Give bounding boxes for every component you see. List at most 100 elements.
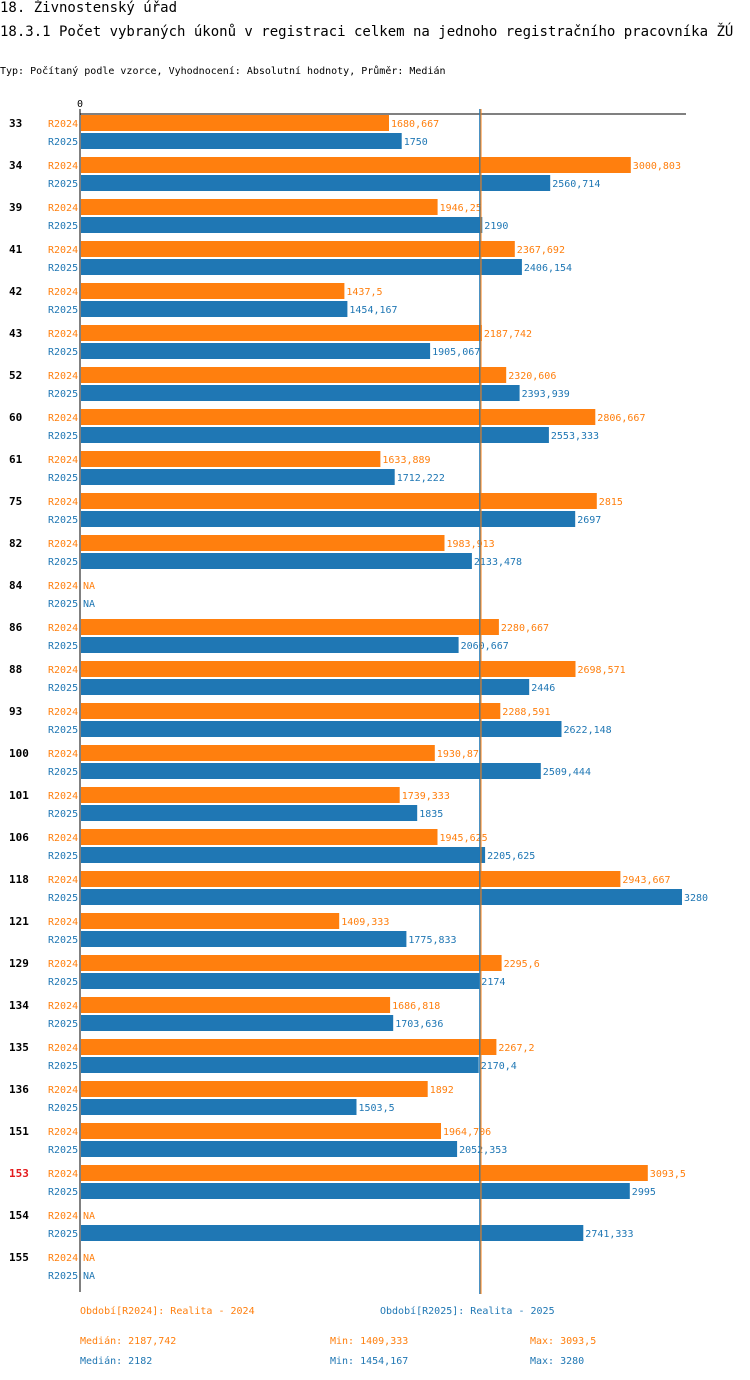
bar: [81, 259, 522, 275]
min-2024: Min: 1409,333: [330, 1336, 409, 1347]
category-label: 101: [9, 789, 29, 802]
series-label: R2025: [48, 977, 78, 988]
bar: [81, 1099, 357, 1115]
bar: [81, 1057, 479, 1073]
value-label: 2509,444: [543, 767, 591, 778]
series-label: R2024: [48, 1127, 78, 1138]
max-2024: Max: 3093,5: [530, 1336, 597, 1347]
bar: [81, 217, 483, 233]
bar: [81, 763, 541, 779]
bar: [81, 115, 389, 131]
chart-subtitle: 18.3.1 Počet vybraných úkonů v registrac…: [0, 24, 734, 40]
value-label: 1503,5: [359, 1103, 395, 1114]
bar: [81, 1039, 497, 1055]
series-label: R2025: [48, 599, 78, 610]
value-label: 2288,591: [502, 707, 550, 718]
bar: [81, 679, 530, 695]
value-label: 1409,333: [341, 917, 389, 928]
bar: [81, 469, 395, 485]
legend-period-2024: Období[R2024]: Realita - 2024: [80, 1306, 255, 1317]
bar: [81, 241, 515, 257]
bar: [81, 1015, 394, 1031]
bar: [81, 1183, 630, 1199]
value-label: 1964,706: [443, 1127, 491, 1138]
bar: [81, 199, 438, 215]
value-label: 1739,333: [402, 791, 450, 802]
series-label: R2025: [48, 221, 78, 232]
value-label: 2267,2: [498, 1043, 534, 1054]
value-label: 2133,478: [474, 557, 522, 568]
bar: [81, 1141, 458, 1157]
value-label: 2622,148: [564, 725, 612, 736]
bar: [81, 703, 501, 719]
value-label: NA: [83, 581, 95, 592]
value-label: 2280,667: [501, 623, 549, 634]
bar: [81, 955, 502, 971]
bar-chart: 0 33 R2024 1680,667 R2025 1750 34 R2024 3000,80…: [9, 99, 708, 1294]
category-label: 84: [9, 579, 23, 592]
value-label: 1946,25: [440, 203, 482, 214]
series-label: R2024: [48, 329, 78, 340]
series-label: R2024: [48, 1043, 78, 1054]
bar: [81, 301, 348, 317]
series-label: R2024: [48, 707, 78, 718]
value-label: 2806,667: [597, 413, 645, 424]
series-label: R2025: [48, 935, 78, 946]
series-label: R2024: [48, 539, 78, 550]
series-label: R2024: [48, 749, 78, 760]
bar: [81, 367, 507, 383]
value-label: 3093,5: [650, 1169, 686, 1180]
series-label: R2025: [48, 809, 78, 820]
value-label: 2560,714: [552, 179, 600, 190]
value-label: NA: [83, 1271, 95, 1282]
series-label: R2024: [48, 1253, 78, 1264]
category-label: 118: [9, 873, 29, 886]
category-label: 33: [9, 117, 22, 130]
bar: [81, 1165, 648, 1181]
series-label: R2024: [48, 875, 78, 886]
category-label: 75: [9, 495, 22, 508]
value-label: 3280: [684, 893, 708, 904]
series-label: R2025: [48, 431, 78, 442]
bar: [81, 325, 482, 341]
value-label: 2187,742: [484, 329, 532, 340]
bar: [81, 133, 402, 149]
series-label: R2024: [48, 1211, 78, 1222]
value-label: 1703,636: [395, 1019, 443, 1030]
category-label: 43: [9, 327, 22, 340]
bar: [81, 1225, 584, 1241]
series-label: R2024: [48, 959, 78, 970]
value-label: 1712,222: [397, 473, 445, 484]
category-label: 129: [9, 957, 29, 970]
min-2025: Min: 1454,167: [330, 1356, 409, 1367]
series-label: R2025: [48, 725, 78, 736]
category-label: 136: [9, 1083, 29, 1096]
page-title: 18. Živnostenský úřad: [0, 0, 178, 16]
value-label: 1930,87: [437, 749, 479, 760]
value-label: 1633,889: [382, 455, 430, 466]
value-label: NA: [83, 1253, 95, 1264]
category-label: 121: [9, 915, 29, 928]
category-label: 52: [9, 369, 22, 382]
category-label: 82: [9, 537, 22, 550]
axis-zero-label: 0: [77, 99, 83, 110]
value-label: 2060,667: [461, 641, 509, 652]
value-label: 1750: [404, 137, 428, 148]
series-label: R2025: [48, 389, 78, 400]
series-label: R2024: [48, 455, 78, 466]
value-label: 2295,6: [504, 959, 540, 970]
chart-meta: Typ: Počítaný podle vzorce, Vyhodnocení:…: [0, 66, 446, 77]
bar: [81, 343, 431, 359]
value-label: 3000,803: [633, 161, 681, 172]
series-label: R2025: [48, 137, 78, 148]
bar: [81, 721, 562, 737]
median-2024: Medián: 2187,742: [80, 1336, 177, 1347]
category-label: 100: [9, 747, 29, 760]
value-label: 1983,913: [447, 539, 495, 550]
category-label: 155: [9, 1251, 29, 1264]
bar: [81, 385, 520, 401]
bar: [81, 283, 345, 299]
series-label: R2024: [48, 1169, 78, 1180]
value-label: 1686,818: [392, 1001, 440, 1012]
series-label: R2024: [48, 203, 78, 214]
